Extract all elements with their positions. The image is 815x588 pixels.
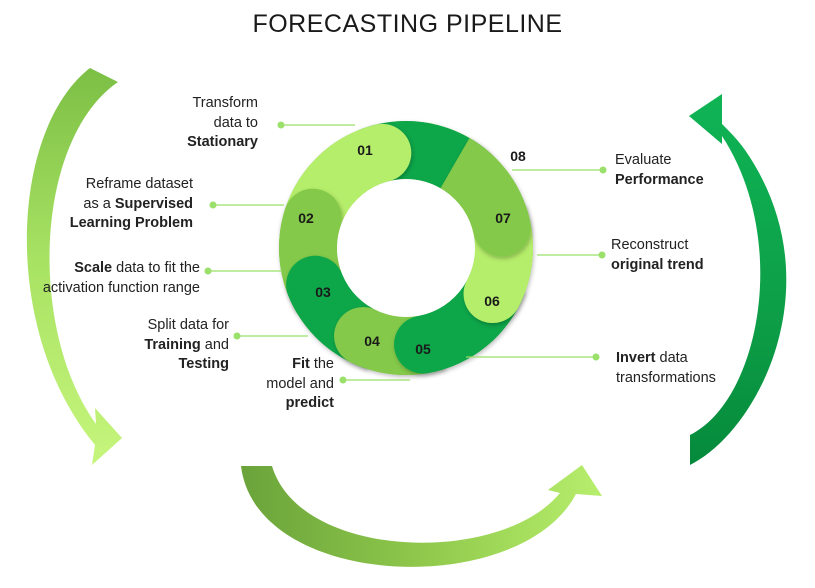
step-label-text: original trend [611,256,704,273]
step-label-line: Testing [80,355,229,375]
step-06-label: Invert data transformations [616,349,796,388]
step-label-text: data to fit the [112,260,200,276]
diagram-title: FORECASTING PIPELINE [252,10,563,38]
step-label-line: Transform [100,94,258,114]
step-label-text: Transform [192,95,258,111]
step-number-05: 05 [415,341,431,357]
connector-dot-06 [592,353,600,361]
step-label-line: Fit the [180,355,334,375]
step-number-01: 01 [357,142,373,158]
step-08-label: Evaluate Performance [615,151,795,190]
step-label-text: Invert [616,350,656,366]
step-label-line: Invert data [616,349,796,369]
step-label-line: Reframe dataset [20,175,193,195]
step-number-04: 04 [364,333,380,349]
step-03-label: Scale data to fit the activation function… [0,259,200,298]
step-label-line: original trend [611,256,791,276]
step-label-text: transformations [616,369,716,386]
step-label-text: Evaluate [615,152,672,168]
step-label-text: Reframe dataset [85,176,193,192]
step-label-text: Scale [74,260,113,276]
step-number-07: 07 [495,210,511,226]
step-label-text: Training [144,336,201,353]
step-label-line: predict [180,394,334,414]
step-01-label: Transform data to Stationary [100,94,258,153]
step-label-line: Split data for [80,316,229,336]
pipeline-ring: 01 02 03 04 05 06 07 08 [278,121,533,375]
connector-dot-03 [204,267,212,275]
step-label-line: Evaluate [615,151,795,171]
step-label-line: data to [100,114,258,134]
step-04-label: Split data for Training and Testing [80,316,229,375]
step-label-line: as a Supervised [20,195,193,215]
step-label-text: predict [285,395,334,411]
left-cycle-arrow [26,68,123,465]
connector-dot-02 [209,201,217,209]
step-label-line: Scale data to fit the [0,259,200,279]
step-number-02: 02 [298,210,314,226]
step-02-label: Reframe dataset as a Supervised Learning P… [20,175,193,234]
step-label-line: Reconstruct [611,236,791,256]
step-number-03: 03 [315,284,331,300]
step-label-line: activation function range [0,279,200,299]
step-label-text: Learning Problem [69,215,193,231]
step-label-line: Learning Problem [20,214,193,234]
step-number-08: 08 [510,148,526,164]
ring-center [337,179,475,317]
step-label-text: Split data for [147,317,229,333]
step-label-text: Supervised [114,195,193,212]
step-05-label: Fit the model and predict [180,355,334,414]
step-label-line: model and [180,375,334,395]
bottom-cycle-arrow [241,465,602,567]
step-label-text: Stationary [187,134,258,150]
connector-dot-08 [599,166,607,174]
step-label-text: activation function range [42,279,200,296]
ring-segment-08 [440,138,531,257]
step-label-text: and [200,336,229,353]
step-label-line: transformations [616,369,796,389]
step-07-label: Reconstruct original trend [611,236,791,275]
step-label-text: Testing [178,356,229,372]
connector-dot-05 [339,376,347,384]
step-label-text: Reconstruct [611,237,689,253]
step-label-text: Fit [292,356,310,372]
step-label-line: Stationary [100,133,258,153]
step-label-line: Training and [80,336,229,356]
step-label-text: as a [83,195,115,212]
step-label-text: the [309,356,334,372]
step-label-text: Performance [615,171,704,188]
connector-dot-04 [233,332,241,340]
step-label-line: Performance [615,171,795,191]
right-cycle-arrow [689,94,787,465]
step-label-text: data [655,350,688,366]
connectors [204,121,607,384]
step-label-text: model and [266,375,334,392]
step-number-06: 06 [484,293,500,309]
step-label-text: data to [213,114,258,131]
connector-dot-07 [598,251,606,259]
connector-dot-01 [277,121,285,129]
